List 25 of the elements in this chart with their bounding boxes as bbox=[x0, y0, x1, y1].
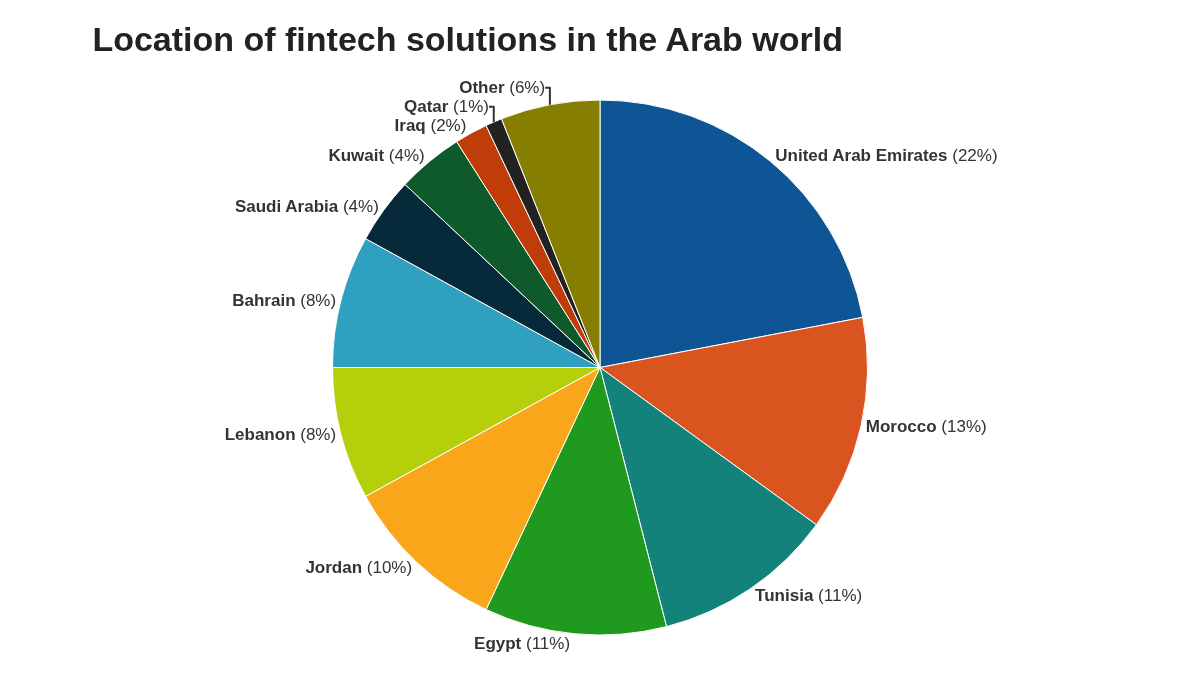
slice-label: Iraq bbox=[394, 116, 426, 136]
slice-label: Qatar bbox=[403, 97, 449, 117]
data-label: (22%) bbox=[952, 146, 998, 166]
slice-label: Saudi Arabia bbox=[234, 197, 339, 217]
data-label: (11%) bbox=[525, 633, 571, 653]
slice-label: Bahrain bbox=[232, 290, 296, 310]
chart-title: Location of fintech solutions in the Arab world bbox=[92, 19, 843, 58]
slice-label: Morocco bbox=[865, 416, 937, 436]
slice-label: Tunisia bbox=[755, 585, 814, 605]
slice-label: Lebanon bbox=[224, 425, 296, 445]
data-label: (6%) bbox=[509, 78, 546, 98]
data-label: (13%) bbox=[941, 416, 987, 436]
slice-label: Other bbox=[459, 78, 505, 98]
slice-label: United Arab Emirates bbox=[775, 146, 948, 166]
data-label: (10%) bbox=[366, 558, 413, 578]
data-label: (4%) bbox=[388, 146, 425, 166]
slice-label: Jordan bbox=[305, 558, 363, 578]
data-label: (4%) bbox=[342, 197, 379, 217]
slice-label: Kuwait bbox=[328, 146, 385, 166]
data-label: (8%) bbox=[300, 425, 337, 445]
data-label: (11%) bbox=[818, 585, 863, 605]
data-label: (1%) bbox=[453, 97, 490, 117]
slice-label: Egypt bbox=[474, 633, 522, 653]
data-label: (2%) bbox=[430, 116, 467, 136]
data-label: (8%) bbox=[300, 290, 337, 310]
